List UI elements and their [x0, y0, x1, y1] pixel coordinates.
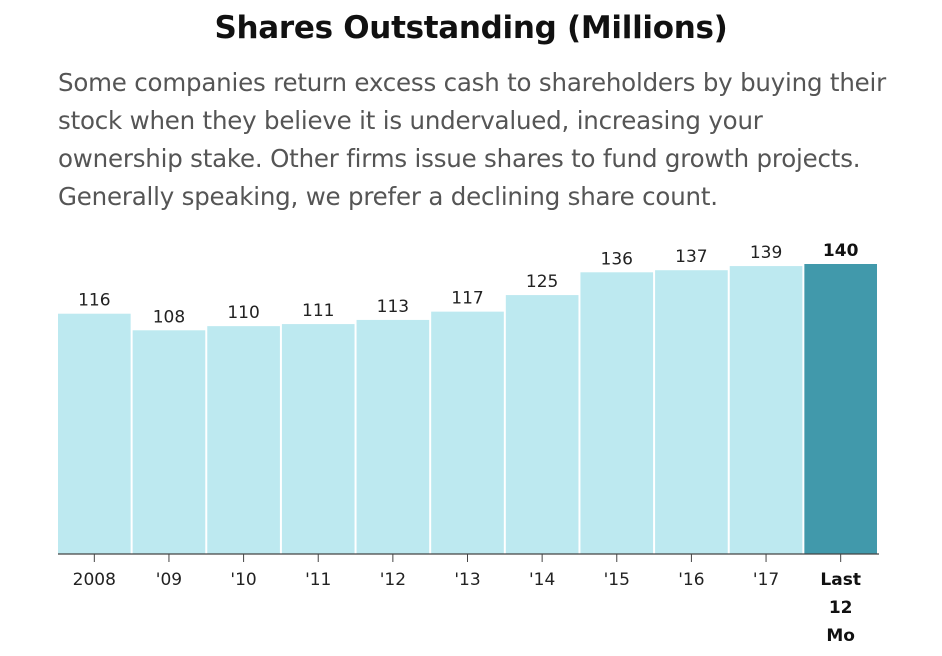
x-tick-label: '11 — [305, 570, 331, 590]
chart-title: Shares Outstanding (Millions) — [214, 10, 728, 46]
x-tick-label: '15 — [604, 570, 630, 590]
x-tick-label: Last 12 Mo — [820, 570, 861, 646]
bar-1 — [58, 313, 131, 554]
bar-5 — [356, 319, 430, 554]
bar-value-label: 113 — [377, 297, 409, 317]
bar-11 — [804, 264, 877, 554]
x-tick-label: '13 — [454, 570, 480, 590]
x-tick-label: 2008 — [73, 570, 116, 590]
bar-value-label: 108 — [153, 307, 185, 327]
bar-9 — [655, 270, 728, 554]
bar-value-label: 110 — [227, 303, 259, 323]
bar-6 — [431, 311, 504, 554]
bar-7 — [505, 295, 579, 554]
bar-value-label: 139 — [750, 243, 782, 263]
x-tick-label: '17 — [753, 570, 779, 590]
bar-8 — [580, 272, 654, 554]
bar-value-label: 140 — [823, 241, 859, 261]
bars-group — [58, 264, 877, 554]
bar-3 — [207, 326, 280, 554]
bar-10 — [729, 266, 803, 554]
bar-2 — [132, 330, 206, 554]
bar-value-label: 117 — [451, 289, 483, 309]
bar-4 — [281, 324, 355, 554]
value-labels-group: 116 108 110 111 113 117 125 136 137 139 140 — [78, 241, 858, 327]
x-tick-label: '10 — [230, 570, 256, 590]
x-tick-labels-group: 2008 '09 '10 '11 '12 '13 '14 '15 '16 '17 Last 12 Mo — [73, 570, 861, 646]
bar-value-label: 136 — [601, 249, 633, 269]
x-tick-label: '16 — [678, 570, 704, 590]
x-ticks-group — [93, 554, 842, 562]
bar-value-label: 125 — [526, 272, 558, 292]
x-tick-label: '14 — [529, 570, 555, 590]
chart-subtitle: Some companies return excess cash to sha… — [58, 68, 887, 211]
x-tick-label: '12 — [380, 570, 406, 590]
bar-value-label: 137 — [675, 247, 707, 267]
bar-value-label: 116 — [78, 291, 110, 311]
bar-value-label: 111 — [302, 301, 334, 321]
x-tick-label: '09 — [156, 570, 182, 590]
